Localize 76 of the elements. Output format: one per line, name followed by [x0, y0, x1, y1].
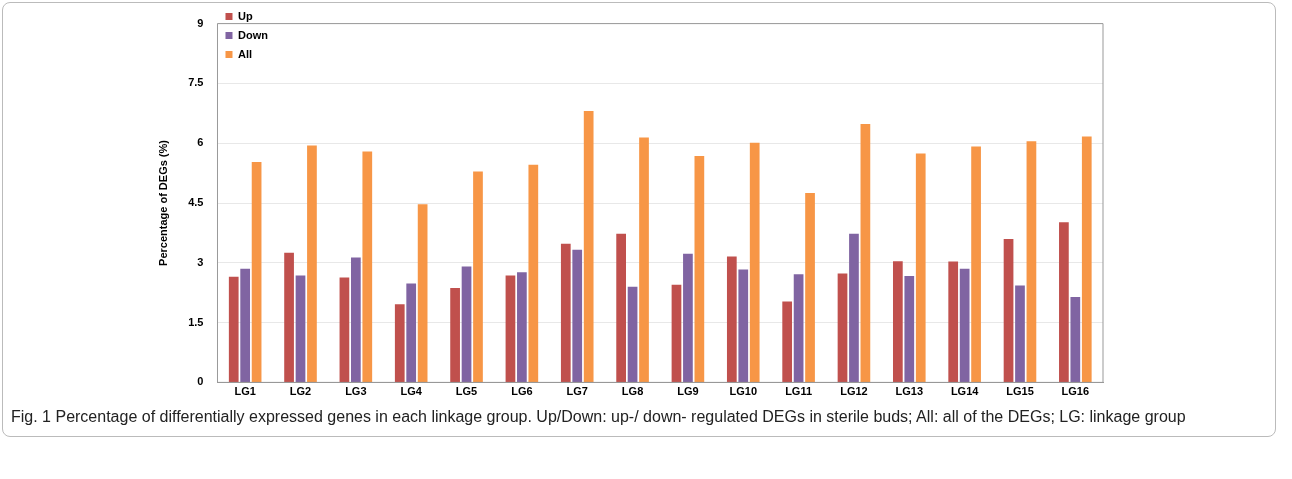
y-tick-label: 1.5 — [188, 315, 204, 328]
x-tick-label: LG4 — [400, 385, 423, 398]
bar — [362, 151, 373, 382]
bar — [749, 142, 760, 382]
x-tick-label: LG10 — [729, 385, 758, 398]
y-tick-label: 3 — [197, 255, 204, 268]
x-tick-label: LG15 — [1006, 385, 1034, 398]
x-tick-label: LG12 — [840, 385, 868, 398]
bar — [228, 276, 239, 382]
x-tick-label: LG1 — [234, 385, 256, 398]
y-tick-label: 6 — [197, 136, 204, 149]
caption: Fig. 1 Percentage of differentially expressed genes in each linkage group. Up/Down: up-/ down- regulated DEGs in sterile buds; All: all of the DEGs; LG: linkage group — [10, 407, 1187, 427]
bar — [406, 283, 417, 382]
bar — [683, 253, 693, 382]
bar — [505, 275, 516, 382]
x-tick-label: LG8 — [621, 385, 644, 398]
bar — [616, 233, 626, 382]
bar — [1081, 136, 1092, 382]
bar — [307, 145, 317, 382]
legend-label: All — [237, 47, 253, 60]
bar — [461, 266, 472, 382]
bar — [726, 256, 737, 382]
x-tick-label: LG3 — [345, 385, 367, 398]
bar — [860, 124, 871, 382]
y-tick-label: 4.5 — [188, 196, 204, 209]
bar — [1026, 141, 1037, 382]
y-axis-title: Percentage of DEGs (%) — [156, 139, 169, 266]
bar — [350, 257, 361, 382]
bar — [904, 275, 915, 382]
bar — [738, 269, 749, 382]
bar — [417, 204, 428, 382]
bar — [251, 161, 262, 382]
bar — [517, 272, 527, 382]
bar — [694, 155, 705, 382]
bar — [915, 153, 926, 382]
bar — [583, 110, 594, 382]
x-tick-label: LG6 — [511, 385, 533, 398]
y-tick-label: 0 — [197, 375, 204, 388]
bar — [805, 193, 815, 382]
bar — [394, 304, 405, 382]
bar — [971, 146, 981, 382]
x-tick-label: LG5 — [455, 385, 478, 398]
x-tick-label: LG13 — [895, 385, 924, 398]
bar — [1070, 297, 1081, 382]
x-tick-label: LG14 — [950, 385, 980, 398]
bar — [339, 277, 350, 382]
x-tick-label: LG7 — [566, 385, 588, 398]
bar — [450, 287, 460, 382]
bar — [560, 243, 571, 382]
y-tick-label: 7.5 — [188, 76, 204, 89]
bar — [793, 274, 804, 382]
bar — [528, 164, 539, 382]
bar — [1059, 222, 1069, 382]
x-tick-label: LG11 — [785, 385, 813, 398]
x-tick-label: LG9 — [677, 385, 699, 398]
bar — [639, 137, 649, 382]
bar — [837, 273, 848, 382]
bar — [284, 252, 294, 382]
bar — [627, 286, 638, 382]
bar — [240, 268, 251, 382]
legend-label: Down — [237, 28, 269, 41]
bar — [849, 233, 859, 382]
bar — [782, 301, 793, 382]
legend-label: Up — [237, 9, 253, 22]
bar — [473, 171, 483, 382]
bar — [572, 249, 583, 382]
bar — [948, 261, 959, 382]
x-tick-label: LG2 — [289, 385, 312, 398]
bar — [1015, 285, 1025, 382]
x-tick-label: LG16 — [1061, 385, 1090, 398]
bar — [893, 261, 903, 382]
bar — [671, 284, 682, 382]
bar — [1003, 238, 1014, 382]
y-tick-label: 9 — [197, 16, 204, 29]
bar — [295, 275, 306, 382]
bar — [959, 268, 970, 382]
